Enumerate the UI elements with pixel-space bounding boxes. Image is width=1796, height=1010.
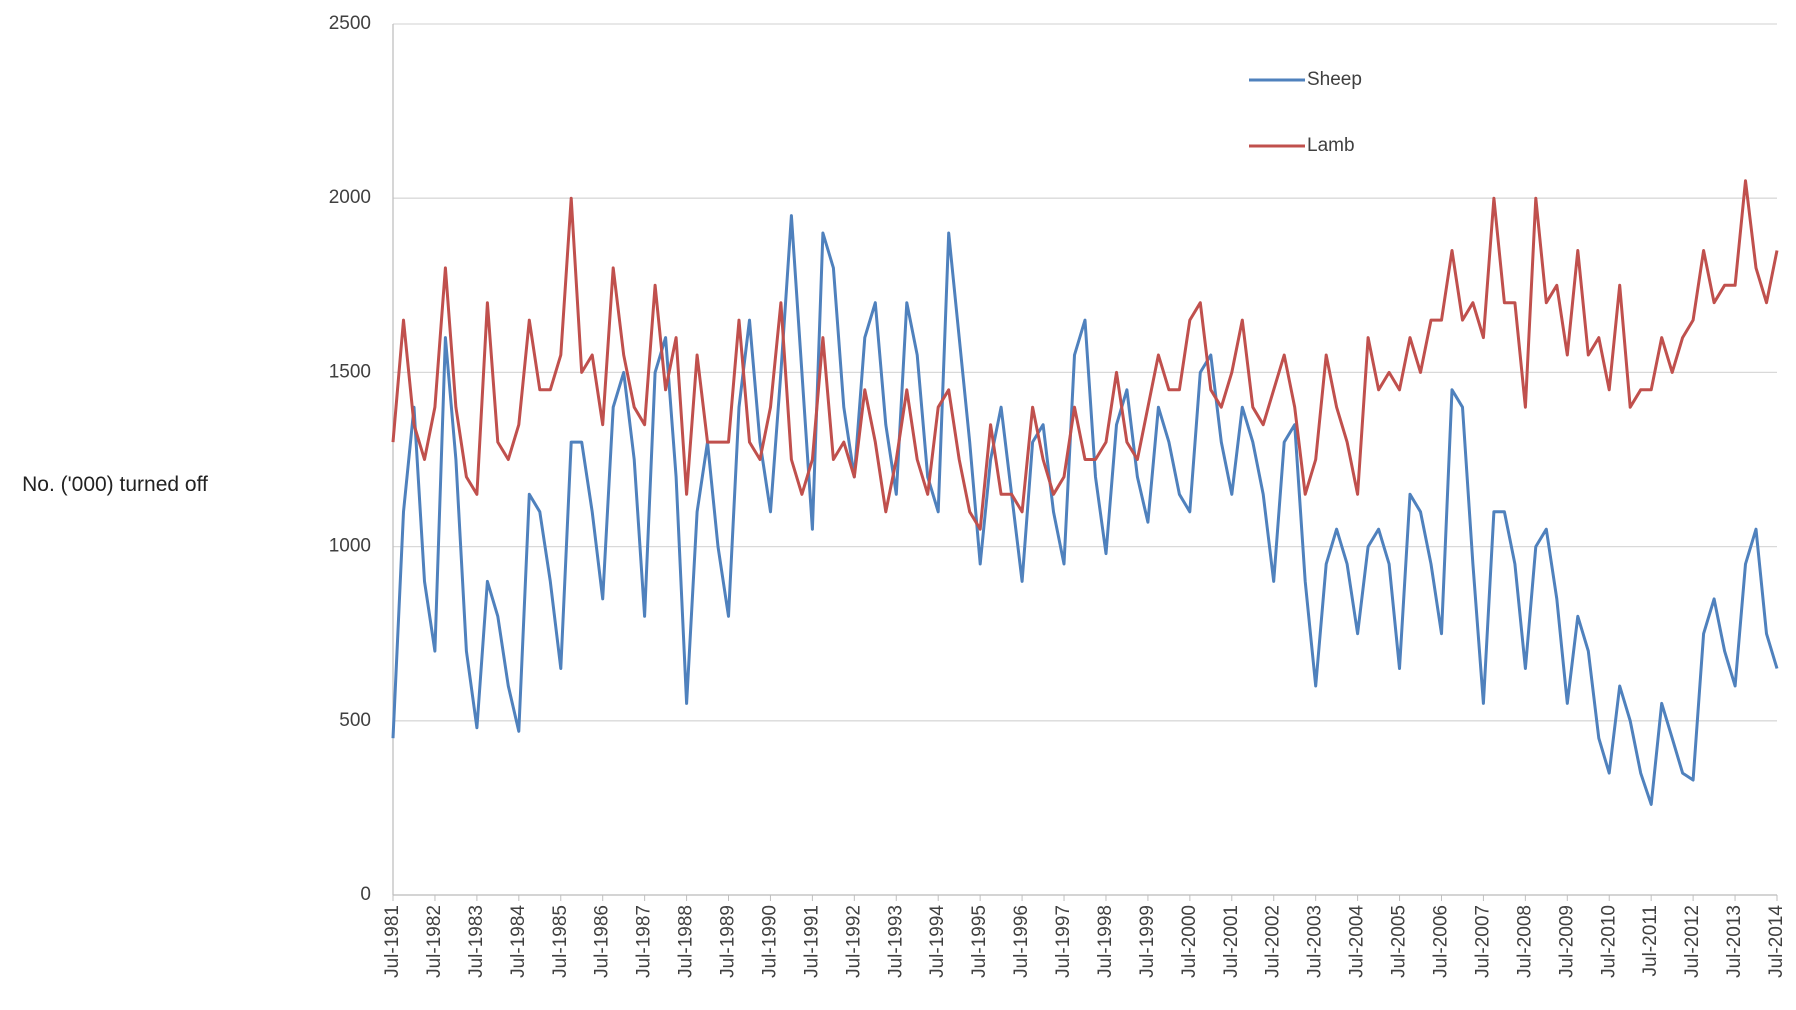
series-line bbox=[391, 214, 1779, 806]
y-tick-label: 2500 bbox=[329, 13, 371, 34]
x-tick-label: Jul-2003 bbox=[1305, 905, 1326, 978]
y-tick-label: 1000 bbox=[329, 536, 371, 557]
y-tick-label: 2000 bbox=[329, 187, 371, 208]
x-tick-label: Jul-1990 bbox=[759, 905, 780, 978]
x-tick-label: Jul-2012 bbox=[1682, 905, 1703, 978]
x-tick-label: Jul-2009 bbox=[1556, 905, 1577, 978]
x-tick-label: Jul-2004 bbox=[1347, 905, 1368, 978]
x-tick-label: Jul-2014 bbox=[1766, 905, 1787, 978]
x-tick-label: Jul-1992 bbox=[843, 905, 864, 978]
x-tick-label: Jul-1997 bbox=[1053, 905, 1074, 978]
x-tick-label: Jul-1995 bbox=[969, 905, 990, 978]
y-tick-label: 500 bbox=[339, 710, 371, 731]
legend-label: Lamb bbox=[1307, 135, 1355, 156]
x-tick-label: Jul-1982 bbox=[424, 905, 445, 978]
x-tick-label: Jul-1991 bbox=[801, 905, 822, 978]
x-tick-label: Jul-2005 bbox=[1389, 905, 1410, 978]
x-tick-label: Jul-1988 bbox=[676, 905, 697, 978]
x-tick-label: Jul-1994 bbox=[927, 905, 948, 978]
y-axis-title: No. ('000) turned off bbox=[22, 473, 208, 496]
x-tick-label: Jul-1987 bbox=[634, 905, 655, 978]
x-tick-label: Jul-1983 bbox=[466, 905, 487, 978]
x-tick-label: Jul-1996 bbox=[1011, 905, 1032, 978]
x-tick-label: Jul-2011 bbox=[1640, 905, 1661, 976]
x-tick-label: Jul-1981 bbox=[382, 905, 403, 978]
x-tick-label: Jul-1985 bbox=[550, 905, 571, 978]
x-tick-label: Jul-2000 bbox=[1179, 905, 1200, 978]
x-tick-label: Jul-1993 bbox=[885, 905, 906, 978]
y-tick-label: 1500 bbox=[329, 361, 371, 382]
x-tick-label: Jul-1998 bbox=[1095, 905, 1116, 978]
legend-label: Sheep bbox=[1307, 69, 1362, 90]
x-tick-label: Jul-2010 bbox=[1598, 905, 1619, 978]
x-tick-label: Jul-2002 bbox=[1263, 905, 1284, 978]
x-tick-label: Jul-2007 bbox=[1472, 905, 1493, 978]
y-tick-label: 0 bbox=[360, 884, 371, 905]
x-tick-label: Jul-1986 bbox=[592, 905, 613, 978]
series-line bbox=[391, 179, 1779, 531]
x-tick-label: Jul-2001 bbox=[1221, 905, 1242, 978]
x-tick-label: Jul-2006 bbox=[1431, 905, 1452, 978]
x-tick-label: Jul-1999 bbox=[1137, 905, 1158, 978]
x-tick-label: Jul-1989 bbox=[718, 905, 739, 978]
x-tick-label: Jul-2013 bbox=[1724, 905, 1745, 978]
x-tick-label: Jul-1984 bbox=[508, 905, 529, 978]
x-tick-label: Jul-2008 bbox=[1514, 905, 1535, 978]
